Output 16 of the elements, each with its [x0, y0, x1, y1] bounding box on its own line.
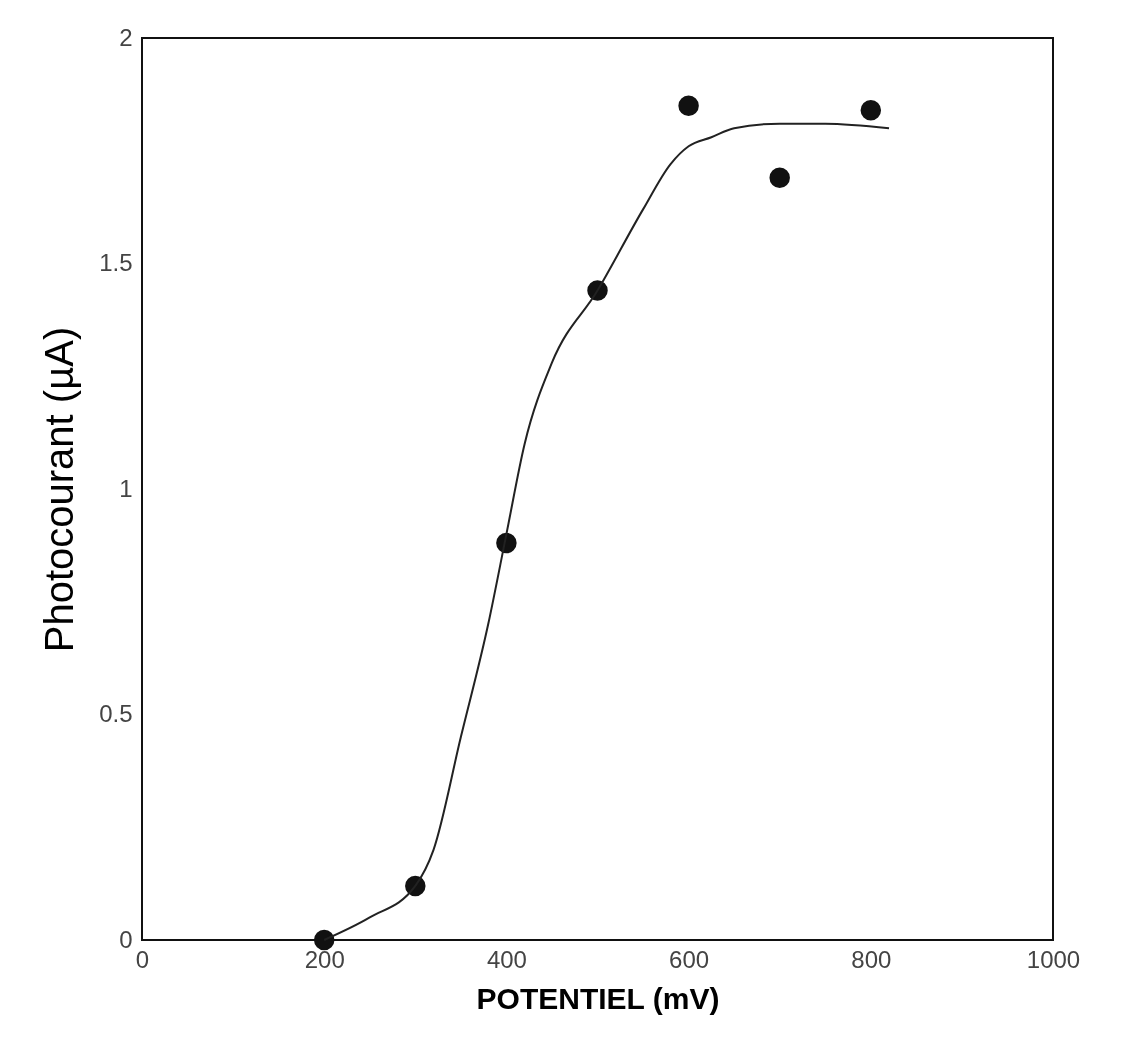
y-tick-label: 1.5	[99, 249, 133, 276]
point	[313, 929, 335, 951]
point	[769, 167, 790, 189]
x-axis-title: POTENTIEL (mV)	[476, 981, 720, 1015]
y-axis-title: Photocourant (µA)	[37, 326, 82, 653]
point	[678, 95, 699, 116]
x-tick-label: 1000	[1026, 945, 1081, 973]
y-tick-label: 0	[119, 925, 133, 953]
x-tick-label: 200	[304, 945, 345, 973]
point	[860, 99, 882, 121]
y-tick-label: 2	[119, 23, 133, 51]
x-tick-label: 600	[669, 945, 710, 973]
y-tick-label: 0.5	[99, 700, 133, 727]
y-tick-label: 1	[119, 474, 133, 502]
x-tick-label: 400	[486, 945, 527, 973]
x-tick-label: 800	[851, 945, 892, 973]
